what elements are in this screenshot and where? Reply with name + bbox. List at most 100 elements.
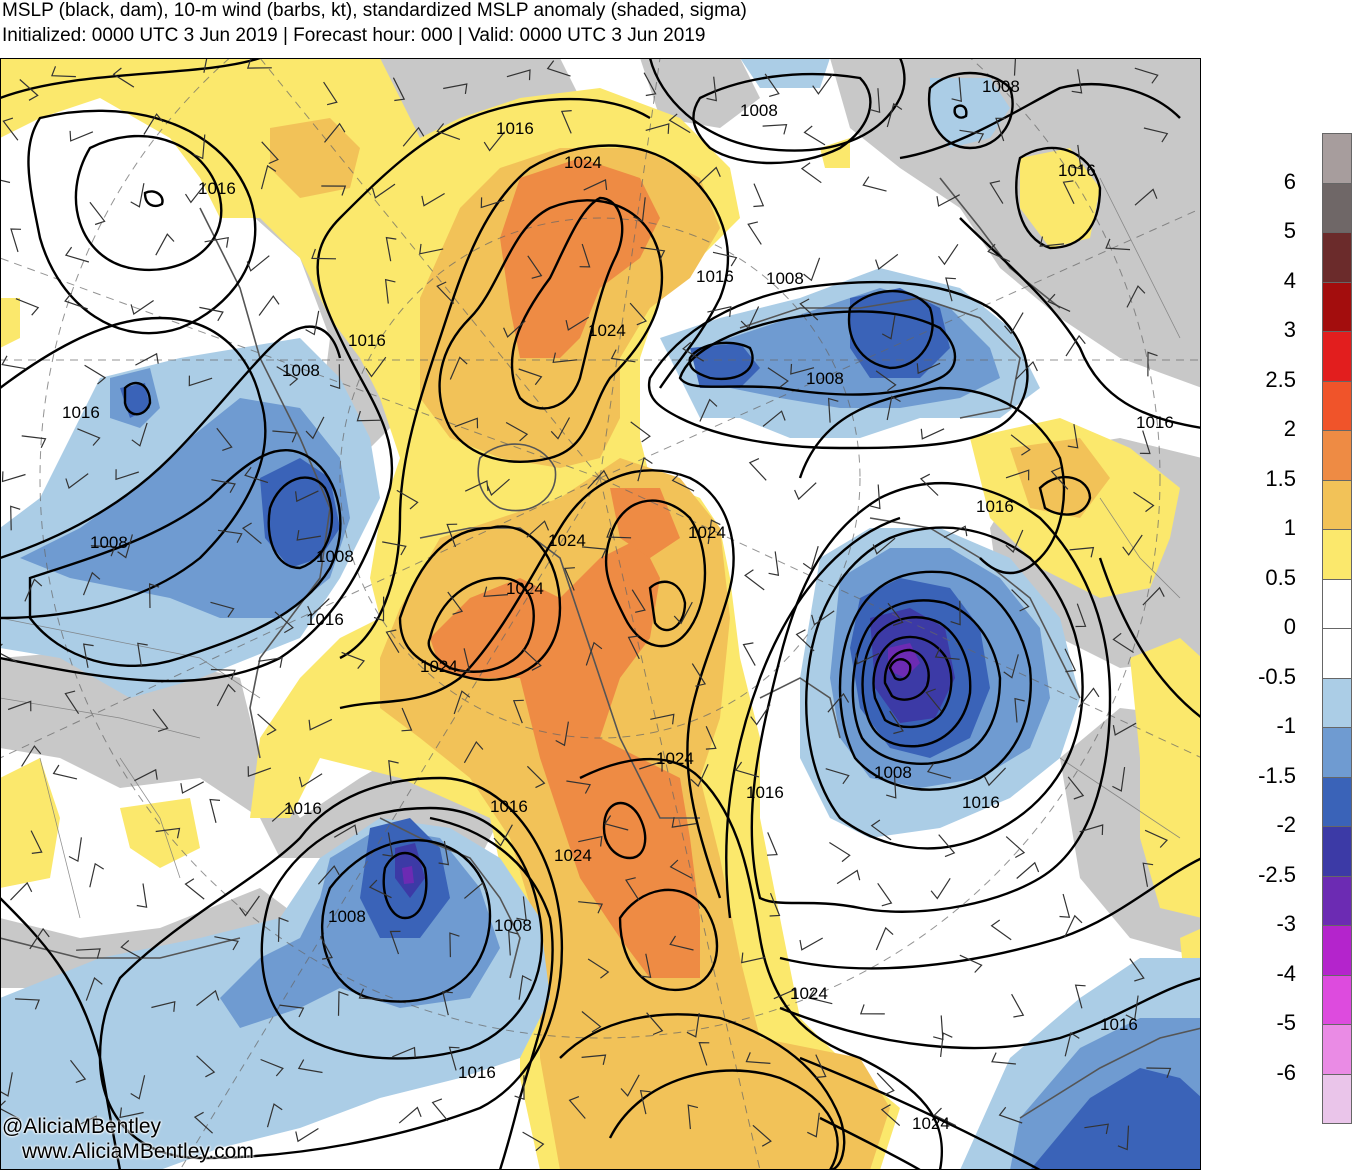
wind-barb: [2, 117, 19, 141]
wind-barb: [0, 1100, 20, 1120]
colorbar-label: -2.5: [1258, 861, 1296, 887]
wind-barb: [633, 197, 646, 223]
wind-barb: [811, 610, 835, 626]
wind-barb: [389, 930, 401, 955]
wind-barb: [808, 989, 833, 1005]
wind-barb: [119, 1107, 144, 1119]
wind-barb: [209, 798, 221, 823]
colorbar: 6 5 4 3 2.5 2 1.5 1 0.5 0 -0.5 -1 -1.5 -2 -2.5 -3 -4 -5 -6: [1258, 133, 1352, 1124]
wind-barb: [211, 479, 236, 493]
wind-barb: [70, 1059, 87, 1083]
wind-barb: [1059, 893, 1071, 918]
wind-barb: [943, 525, 968, 539]
wind-barb: [1, 471, 26, 483]
wind-barb: [89, 862, 105, 888]
wind-barb: [768, 551, 780, 576]
colorbar-swatch: [1322, 677, 1352, 728]
wind-barb: [392, 1046, 416, 1058]
wind-barb: [1063, 914, 1083, 938]
wind-barb: [64, 292, 88, 310]
wind-barb: [887, 602, 904, 626]
wind-barb: [527, 255, 543, 279]
wind-barb: [311, 248, 337, 260]
wind-barb: [1050, 467, 1069, 490]
wind-barb: [565, 316, 590, 331]
wind-barb: [382, 541, 407, 556]
colorbar-swatch: [1322, 776, 1352, 827]
wind-barb: [258, 295, 280, 316]
wind-barb: [959, 954, 983, 973]
wind-barb: [637, 457, 653, 482]
wind-barb: [875, 926, 894, 951]
wind-barb: [385, 629, 400, 654]
wind-barb: [15, 998, 40, 1010]
wind-barb: [272, 430, 298, 443]
wind-barb: [940, 1032, 953, 1057]
contour-label: 1024: [790, 984, 828, 1003]
contour-label: 1016: [976, 497, 1014, 516]
contour-label: 1016: [1100, 1015, 1138, 1034]
wind-barb: [747, 221, 762, 245]
wind-barb: [546, 60, 571, 77]
wind-barb: [880, 1104, 901, 1127]
wind-barb: [74, 1115, 98, 1128]
wind-barb: [825, 768, 850, 785]
wind-barb: [1134, 67, 1159, 84]
wind-barb: [193, 134, 206, 160]
wind-barb: [550, 417, 571, 440]
wind-barb: [639, 1090, 651, 1115]
wind-barb: [631, 589, 646, 613]
wind-barb: [522, 648, 542, 671]
wind-barb: [790, 363, 815, 375]
wind-barb: [276, 366, 299, 386]
wind-barb: [1075, 603, 1087, 628]
wind-barb: [0, 179, 11, 184]
wind-barb: [744, 569, 765, 591]
contour-label: 1024: [420, 657, 458, 676]
credit-website: www.AliciaMBentley.com: [22, 1140, 254, 1163]
contour-label: 1024: [548, 531, 586, 550]
wind-barb: [989, 180, 1004, 204]
wind-barb: [308, 718, 333, 731]
wind-barb: [673, 601, 693, 625]
wind-barb: [1071, 69, 1083, 94]
wind-barb: [803, 257, 821, 282]
wind-barb: [938, 834, 956, 858]
wind-barb: [143, 113, 164, 135]
contour-label: 1016: [962, 793, 1000, 812]
contour-label: 1008: [874, 763, 912, 782]
wind-barb: [453, 690, 471, 715]
wind-barb: [870, 484, 881, 510]
wind-barb: [1, 355, 26, 370]
wind-barb: [950, 600, 961, 626]
wind-barb: [581, 1011, 602, 1033]
wind-barb: [196, 1055, 216, 1078]
map-panel: 1016 1016 1016 1008 1008 1008 1016 1016 …: [0, 58, 1201, 1170]
wind-barb: [773, 988, 798, 1000]
wind-barb: [581, 546, 607, 559]
wind-barb: [827, 692, 850, 713]
wind-barb: [630, 421, 651, 443]
wind-barb: [1133, 491, 1155, 513]
wind-barb: [762, 410, 786, 427]
wind-barb: [1112, 722, 1137, 736]
wind-barb: [1064, 1032, 1080, 1057]
wind-barb: [65, 473, 89, 489]
wind-barb: [260, 1058, 284, 1077]
wind-barb: [214, 936, 239, 951]
wind-barb: [464, 882, 487, 899]
wind-barb: [247, 766, 272, 778]
wind-barb: [463, 740, 484, 764]
wind-barb: [130, 1075, 146, 1100]
colorbar-label: 5: [1283, 218, 1296, 243]
wind-barb: [560, 110, 572, 134]
wind-barb: [998, 1106, 1023, 1124]
wind-barb: [1015, 360, 1038, 380]
wind-barb: [1062, 180, 1075, 205]
wind-barb: [767, 367, 789, 388]
wind-barb: [487, 478, 510, 497]
map-subtitle: Initialized: 0000 UTC 3 Jun 2019 | Forec…: [2, 25, 706, 46]
contour-label: 1008: [316, 547, 354, 566]
wind-barb: [886, 102, 903, 128]
wind-barb: [875, 253, 899, 270]
